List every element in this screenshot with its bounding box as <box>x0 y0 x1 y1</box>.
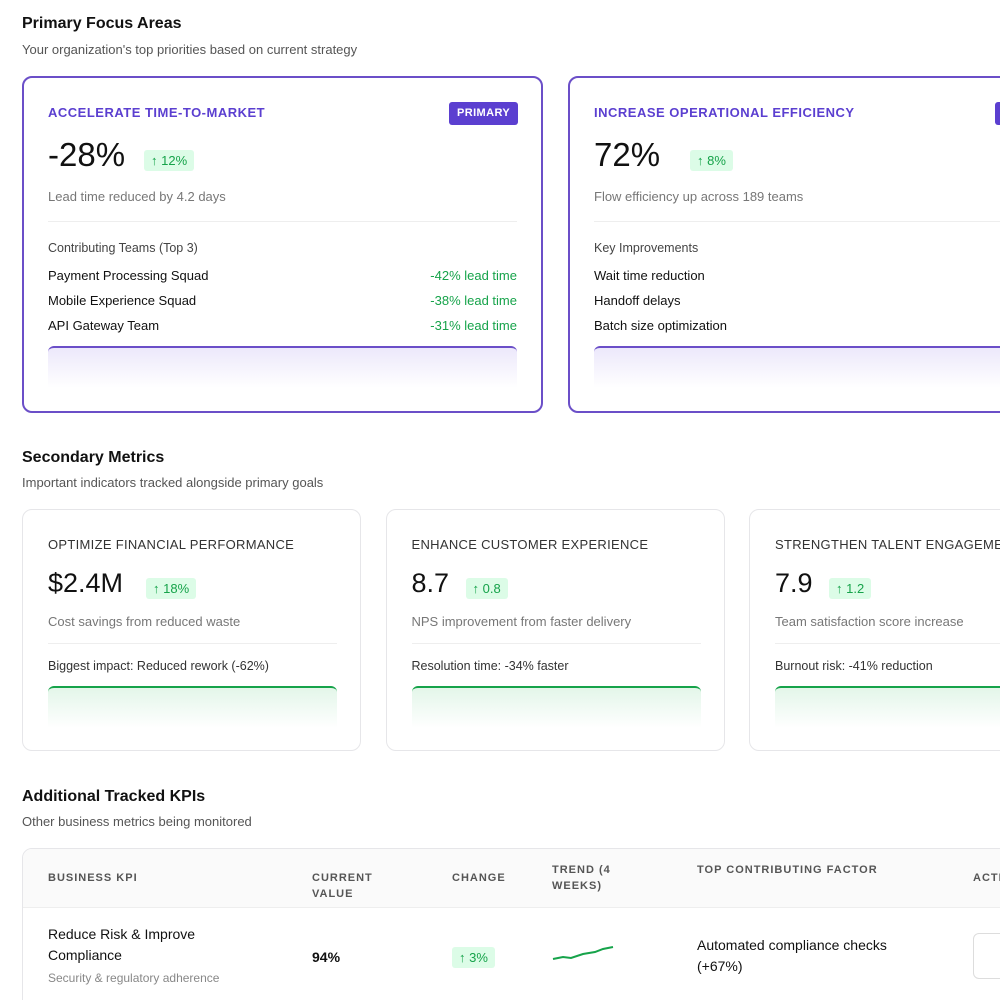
change-pill: ↑ 3% <box>452 947 495 968</box>
table-header <box>23 849 1000 908</box>
metric-description: Flow efficiency up across 189 teams <box>594 189 804 204</box>
progress-fade <box>594 346 1000 388</box>
change-pill: ↑ 1.2 <box>829 578 872 599</box>
trend-sparkline <box>552 946 614 960</box>
card-label: ACCELERATE TIME-TO-MARKET <box>48 105 266 120</box>
metric-value: 8.7 <box>411 568 450 598</box>
card-label: ENHANCE CUSTOMER EXPERIENCE <box>411 537 649 552</box>
metric-value: -28% <box>48 136 126 173</box>
primary-card: ACCELERATE TIME-TO-MARKET PRIMARY -28% ↑ 12… <box>22 76 543 413</box>
change-pill: ↑ 8% <box>690 150 733 171</box>
metric-note: Burnout risk: -41% reduction <box>775 659 933 673</box>
row-name: Mobile Experience Squad <box>48 293 197 308</box>
row-name: API Gateway Team <box>48 318 160 333</box>
divider <box>775 643 1000 644</box>
kpi-name: Reduce Risk & Improve Compliance <box>48 926 196 963</box>
metric-card: ENHANCE CUSTOMER EXPERIENCE 8.7 ↑ 0.8 NPS i… <box>385 509 725 751</box>
kpi-detail: Security & regulatory adherence <box>48 971 220 985</box>
section-title: Primary Focus Areas <box>22 15 182 32</box>
kpi-value: 94% <box>312 949 341 965</box>
metric-note: Biggest impact: Reduced rework (-62%) <box>48 659 269 673</box>
progress-fade <box>775 686 1000 728</box>
progress-fade <box>411 686 701 728</box>
metric-description: NPS improvement from faster delivery <box>411 614 632 629</box>
row-value: -42% lead time <box>430 268 517 283</box>
progress-fade <box>48 686 337 728</box>
section-subtitle: Your organization's top priorities based… <box>22 42 358 57</box>
card-label: INCREASE OPERATIONAL EFFICIENCY <box>594 105 855 120</box>
row-name: Payment Processing Squad <box>48 268 209 283</box>
row-value: -38% lead time <box>430 293 517 308</box>
list-title: Key Improvements <box>594 241 699 255</box>
section-subtitle: Important indicators tracked alongside p… <box>22 475 324 490</box>
metric-description: Team satisfaction score increase <box>775 614 964 629</box>
card-label: STRENGTHEN TALENT ENGAGEMENT <box>775 537 1000 552</box>
change-pill: ↑ 12% <box>144 150 195 171</box>
column-header: ACTIONS <box>973 872 1000 884</box>
metric-card: OPTIMIZE FINANCIAL PERFORMANCE $2.4M ↑ 18%… <box>22 509 361 751</box>
row-name: Batch size optimization <box>594 318 727 333</box>
progress-fade <box>48 346 517 388</box>
badge <box>995 102 1000 125</box>
metric-description: Cost savings from reduced waste <box>48 614 241 629</box>
column-header: CURRENT VALUE <box>312 872 373 900</box>
section-title: Secondary Metrics <box>22 449 165 466</box>
metric-value: 7.9 <box>775 568 813 598</box>
column-header: BUSINESS KPI <box>48 872 138 884</box>
badge: PRIMARY <box>449 102 519 125</box>
list-title: Contributing Teams (Top 3) <box>48 241 198 255</box>
divider <box>411 643 701 644</box>
card-label: OPTIMIZE FINANCIAL PERFORMANCE <box>48 537 295 552</box>
column-header: CHANGE <box>452 872 506 884</box>
divider <box>594 221 1000 222</box>
metric-note: Resolution time: -34% faster <box>411 659 569 673</box>
kpi-table: BUSINESS KPI CURRENT VALUE CHANGE TREND (4 … <box>22 848 1000 1000</box>
column-header: TREND (4 WEEKS) <box>552 864 611 892</box>
metric-value: 72% <box>594 136 661 173</box>
column-header: TOP CONTRIBUTING FACTOR <box>697 864 878 876</box>
row-name: Handoff delays <box>594 293 681 308</box>
section-subtitle: Other business metrics being monitored <box>22 814 252 829</box>
divider <box>48 221 517 222</box>
primary-card: INCREASE OPERATIONAL EFFICIENCY 72% ↑ 8% Fl… <box>568 76 1000 413</box>
metric-value: $2.4M <box>48 568 124 598</box>
section-title: Additional Tracked KPIs <box>22 788 206 805</box>
divider <box>48 643 337 644</box>
change-pill: ↑ 18% <box>146 578 197 599</box>
metric-description: Lead time reduced by 4.2 days <box>48 189 226 204</box>
metric-card: STRENGTHEN TALENT ENGAGEMENT 7.9 ↑ 1.2 Team… <box>749 509 1000 751</box>
kpi-factor: Automated compliance checks (+67%) <box>697 937 887 974</box>
action-button[interactable] <box>973 933 1000 979</box>
row-value: -31% lead time <box>430 318 517 333</box>
row-name: Wait time reduction <box>594 268 705 283</box>
change-pill: ↑ 0.8 <box>465 578 508 599</box>
